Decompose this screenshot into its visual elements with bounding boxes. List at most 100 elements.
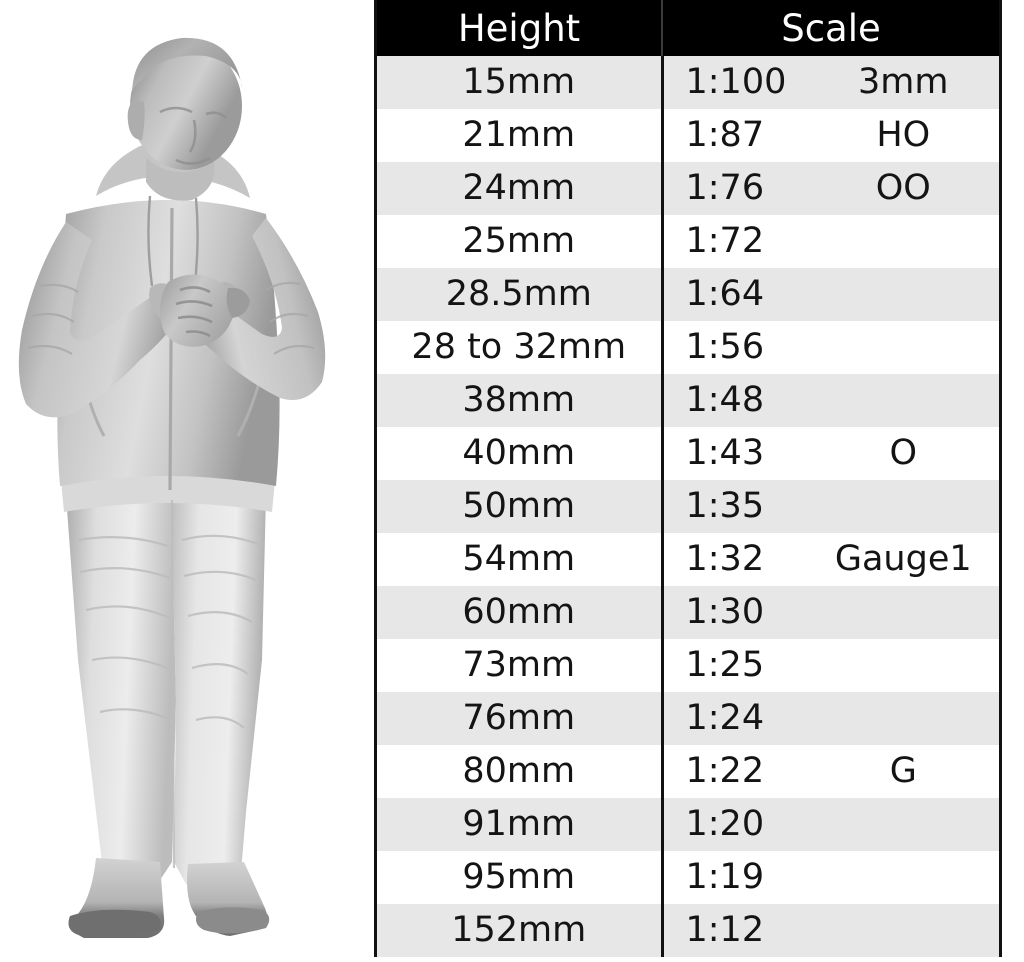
cell-height: 28 to 32mm: [377, 321, 664, 374]
cell-scale: 1:12: [662, 904, 999, 957]
figurine-collar: [146, 158, 215, 201]
cell-height: 21mm: [377, 109, 664, 162]
scale-gauge-label: 3mm: [858, 62, 949, 102]
cell-scale: 1:100 3mm: [662, 56, 999, 109]
scale-gauge-label: OO: [875, 168, 931, 208]
scale-ratio: 1:35: [685, 486, 765, 526]
scale-ratio: 1:24: [685, 698, 765, 738]
figurine-torso: [57, 200, 280, 486]
scale-ratio: 1:100: [685, 62, 787, 102]
scale-ratio: 1:25: [685, 645, 765, 685]
cell-scale: 1:64: [662, 268, 999, 321]
scale-ratio: 1:64: [685, 274, 765, 314]
cell-height: 40mm: [377, 427, 664, 480]
figurine-left-shoe-sole: [68, 909, 161, 938]
cell-height: 80mm: [377, 745, 664, 798]
cell-height: 76mm: [377, 692, 664, 745]
table-row: 15mm 1:100 3mm: [377, 56, 999, 109]
figurine-panel: Greyscale 3D scan render of a standing m…: [0, 0, 370, 962]
table-row: 38mm 1:48: [377, 374, 999, 427]
table-row: 21mm 1:87 HO: [377, 109, 999, 162]
cell-height: 91mm: [377, 798, 664, 851]
figurine-right-leg: [171, 495, 266, 884]
figurine-zip-line: [168, 207, 174, 491]
table-row: 50mm 1:35: [377, 480, 999, 533]
scale-ratio: 1:43: [685, 433, 765, 473]
scale-ratio: 1:30: [685, 592, 765, 632]
height-scale-table: Height Scale 15mm 1:100 3mm 21mm: [377, 0, 999, 957]
cell-height: 25mm: [377, 215, 664, 268]
table-row: 91mm 1:20: [377, 798, 999, 851]
figurine-left-arm: [18, 222, 178, 418]
cell-height: 73mm: [377, 639, 664, 692]
figurine-right-shoe-sole: [196, 907, 270, 934]
cell-scale: 1:22 G: [662, 745, 999, 798]
scale-ratio: 1:72: [685, 221, 765, 261]
figurine-left-leg: [66, 495, 176, 880]
scale-gauge-label: G: [889, 751, 917, 791]
cell-scale: 1:76 OO: [662, 162, 999, 215]
column-header-height: Height: [377, 0, 663, 56]
cell-height: 28.5mm: [377, 268, 664, 321]
table-row: 24mm 1:76 OO: [377, 162, 999, 215]
table-row: 80mm 1:22 G: [377, 745, 999, 798]
cell-scale: 1:24: [662, 692, 999, 745]
column-header-scale: Scale: [662, 0, 999, 56]
figurine-fingers: [175, 286, 213, 338]
figurine-face-detail: [159, 106, 227, 165]
figurine-sleeve-wrinkles: [27, 281, 315, 355]
cell-height: 38mm: [377, 374, 664, 427]
scale-ratio: 1:12: [685, 910, 765, 950]
scale-ratio: 1:32: [685, 539, 765, 579]
table-row: 60mm 1:30: [377, 586, 999, 639]
table-row: 28.5mm 1:64: [377, 268, 999, 321]
cell-scale: 1:72: [662, 215, 999, 268]
cell-scale: 1:20: [662, 798, 999, 851]
cell-scale: 1:30: [662, 586, 999, 639]
cell-height: 24mm: [377, 162, 664, 215]
scale-gauge-label: O: [889, 433, 918, 473]
figurine-stage: Greyscale 3D scan render of a standing m…: [0, 0, 370, 962]
scale-gauge-label: Gauge1: [834, 539, 972, 579]
table-row: 25mm 1:72: [377, 215, 999, 268]
scale-ratio: 1:20: [685, 804, 765, 844]
scale-ratio: 1:48: [685, 380, 765, 420]
table-header-row: Height Scale: [377, 0, 999, 56]
table-row: 54mm 1:32 Gauge1: [377, 533, 999, 586]
figurine-hair: [132, 37, 242, 92]
cell-scale: 1:25: [662, 639, 999, 692]
figurine-image: [18, 37, 326, 938]
scale-ratio: 1:87: [685, 115, 765, 155]
scale-gauge-label: HO: [876, 115, 931, 155]
scale-ratio: 1:19: [685, 857, 765, 897]
table-row: 95mm 1:19: [377, 851, 999, 904]
cell-scale: 1:32 Gauge1: [662, 533, 999, 586]
table-row: 28 to 32mm 1:56: [377, 321, 999, 374]
cell-height: 152mm: [377, 904, 664, 957]
figurine-wristwatch: [226, 287, 250, 318]
table-row: 73mm 1:25: [377, 639, 999, 692]
figurine-hands: [159, 274, 235, 347]
scale-ratio: 1:76: [685, 168, 765, 208]
cell-scale: 1:35: [662, 480, 999, 533]
cell-height: 50mm: [377, 480, 664, 533]
cell-height: 54mm: [377, 533, 664, 586]
cell-scale: 1:87 HO: [662, 109, 999, 162]
cell-scale: 1:56: [662, 321, 999, 374]
table-header: Height Scale: [377, 0, 999, 56]
table-row: 40mm 1:43 O: [377, 427, 999, 480]
table-body: 15mm 1:100 3mm 21mm 1:87 HO: [377, 56, 999, 957]
figurine-right-arm: [182, 218, 326, 400]
cell-scale: 1:19: [662, 851, 999, 904]
cell-scale: 1:43 O: [662, 427, 999, 480]
cell-height: 95mm: [377, 851, 664, 904]
figurine-ear: [127, 100, 145, 140]
figurine-trouser-creases: [77, 499, 259, 869]
scale-ratio: 1:22: [685, 751, 765, 791]
cell-scale: 1:48: [662, 374, 999, 427]
scale-ratio: 1:56: [685, 327, 765, 367]
figurine-head: [130, 42, 242, 170]
cell-height: 15mm: [377, 56, 664, 109]
cell-height: 60mm: [377, 586, 664, 639]
